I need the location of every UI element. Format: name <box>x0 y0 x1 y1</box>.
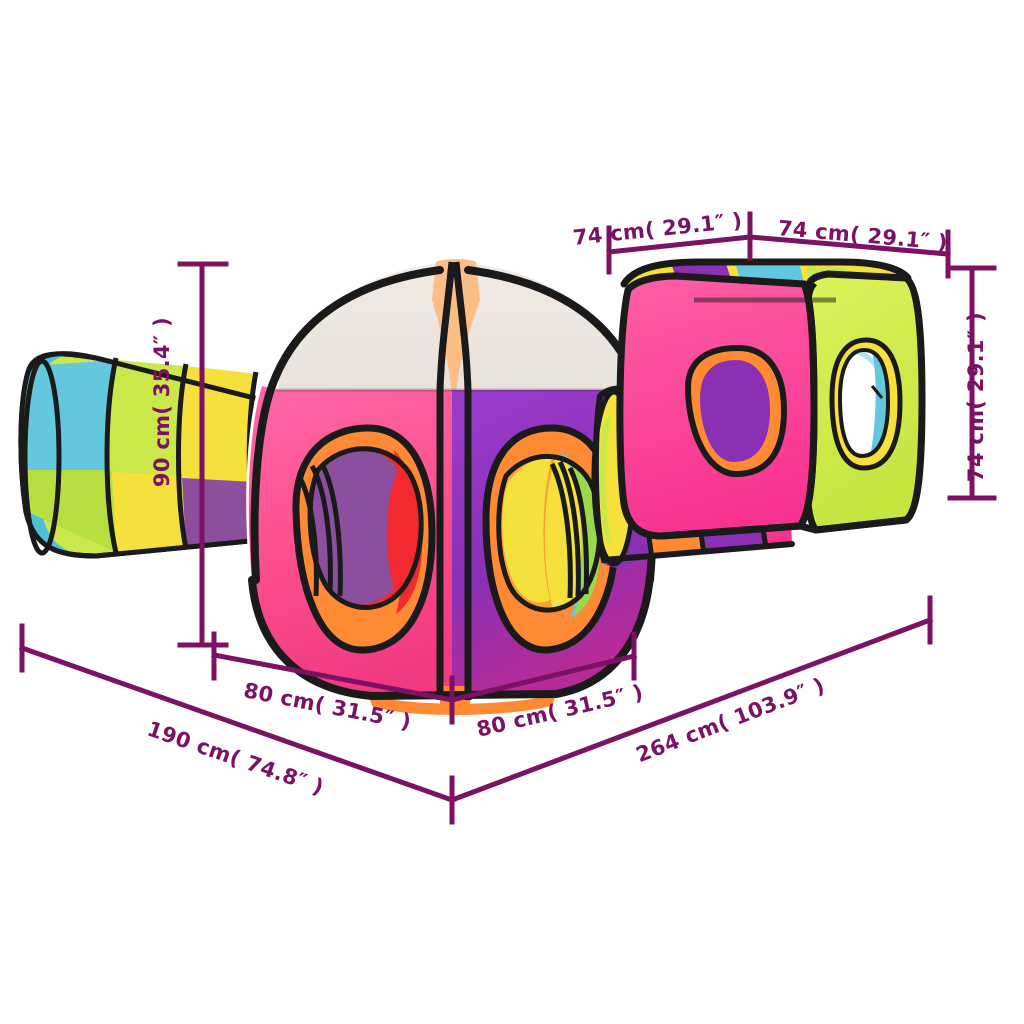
cube-play-module-graphic <box>616 258 926 540</box>
dimension-lines <box>18 211 997 825</box>
dimline-cube-depth-top <box>747 234 951 257</box>
dimline-tent-width-right <box>448 652 638 704</box>
left-crawl-tunnel-graphic <box>18 351 265 559</box>
tent-right-door-opening <box>482 424 620 654</box>
cube-right-hole <box>829 337 903 471</box>
dimline-depth-total <box>18 644 456 804</box>
dimension-label-height-left: 90 cm( 35.4″ ) <box>150 317 174 488</box>
dimline-cube-width-front <box>606 234 753 255</box>
dimension-label-cube-height-right: 74 cm( 29.1″ ) <box>964 312 988 483</box>
cube-front-hole <box>684 344 788 478</box>
dimline-width-total <box>448 616 934 804</box>
tent-left-door-opening <box>292 424 436 654</box>
dimline-tent-width-left <box>211 652 455 703</box>
